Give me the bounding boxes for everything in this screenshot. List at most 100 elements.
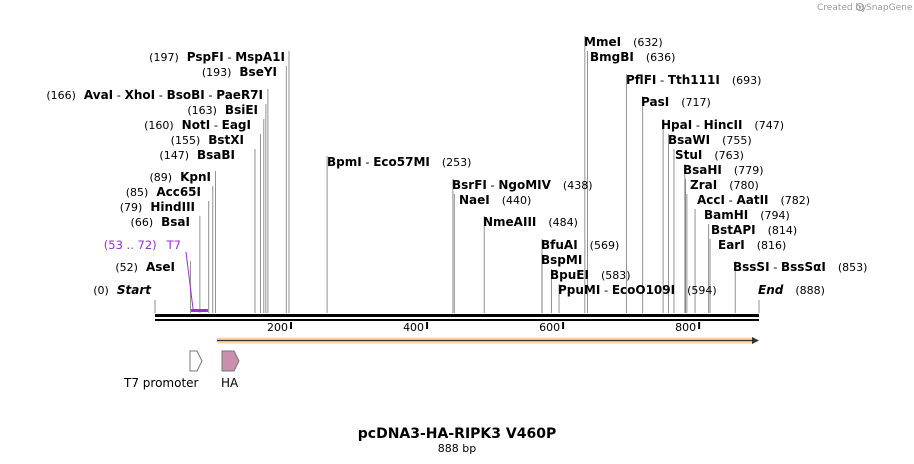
cut-site-position: (779) [734, 164, 764, 177]
name-separator: - [656, 73, 667, 87]
enzyme-name: BsiEI [225, 103, 258, 117]
enzyme-name: NgoMIV [498, 178, 551, 192]
cut-site-bsai: (66) BsaI [131, 215, 190, 229]
cut-site-position: (52) [115, 261, 138, 274]
cut-site-position: (888) [795, 284, 825, 297]
brand-name: SnapGene [866, 3, 913, 13]
enzyme-name: MmeI [584, 35, 621, 49]
plasmid-title: pcDNA3-HA-RIPK3 V460P [358, 426, 556, 442]
enzyme-name: EarI [718, 238, 745, 252]
cut-site-label: NaeI (440) [459, 193, 531, 207]
enzyme-name: BstAPI [711, 223, 756, 237]
feature-ha: HA [221, 350, 240, 390]
snapgene-logo-icon [856, 3, 864, 11]
enzyme-name: HincII [704, 118, 743, 132]
orf-arrowhead [752, 337, 759, 344]
cut-site-mmei: MmeI (632) [584, 35, 663, 49]
cut-site-position: (782) [781, 194, 811, 207]
cut-site-position: (484) [548, 216, 578, 229]
enzyme-name: BseYI [239, 65, 277, 79]
sequence-strand-top [155, 314, 759, 317]
feature-label: T7 promoter [123, 376, 199, 390]
cut-site-position: (693) [732, 74, 762, 87]
cut-site-position: (569) [590, 239, 620, 252]
cut-site-label: BpuEI (583) [550, 268, 631, 282]
cut-site-pasi: PasI (717) [641, 95, 711, 109]
enzyme-name: BsoBI [167, 88, 205, 102]
cut-site-position: (163) [187, 104, 217, 117]
cut-site-label: PasI (717) [641, 95, 711, 109]
cut-site-position: (440) [502, 194, 532, 207]
cut-site-position: (763) [714, 149, 744, 162]
cut-site-position: (89) [150, 171, 173, 184]
cut-site-pspfi: (197) PspFI - MspA1I [149, 50, 285, 64]
name-separator: - [362, 155, 373, 169]
cut-site-position: (816) [757, 239, 787, 252]
cut-site-position: (197) [149, 51, 179, 64]
cut-site-position: (155) [171, 134, 201, 147]
enzyme-name: BssSI [733, 260, 770, 274]
axis-tick-label: 800 [675, 321, 696, 334]
cut-site-label: PpuMI - EcoO109I (594) [558, 283, 717, 297]
cut-site-label: (147) BsaBI [159, 148, 235, 162]
feature-t7-promoter: T7 promoter [123, 350, 203, 390]
cut-site-bpuei: BpuEI (583) [550, 268, 631, 282]
cut-site-label: StuI (763) [675, 148, 744, 162]
cut-site-label: (52) AseI [115, 260, 175, 274]
cut-site-label: (85) Acc65I [126, 185, 201, 199]
primer-label: (53 .. 72) T7 [104, 238, 181, 252]
cut-site-bsssi: BssSI - BssSαI (853) [733, 260, 867, 274]
enzyme-name: AccI [697, 193, 725, 207]
enzyme-name: Tth111I [668, 73, 720, 87]
enzyme-name: BsaI [161, 215, 190, 229]
sequence-strand-bottom [155, 319, 759, 321]
primer-name: T7 [166, 238, 181, 252]
cut-site-label: ZraI (780) [690, 178, 759, 192]
cut-site-bsawi: BsaWI (755) [668, 133, 752, 147]
enzyme-name: StuI [675, 148, 702, 162]
name-separator: - [725, 193, 736, 207]
cut-site-position: (66) [131, 216, 154, 229]
cut-site-label: (0) Start [93, 283, 152, 297]
cut-site-bsiei: (163) BsiEI [187, 103, 258, 117]
cut-site-position: (632) [633, 36, 663, 49]
cut-site-label: (155) BstXI [171, 133, 244, 147]
enzyme-name: BsrFI [452, 178, 487, 192]
axis-tick-label: 200 [267, 321, 288, 334]
cut-site-label: (160) NotI - EagI [144, 118, 251, 132]
cut-site-position: (0) [93, 284, 109, 297]
enzyme-name: Eco57MI [373, 155, 430, 169]
enzyme-name: BsaWI [668, 133, 710, 147]
name-separator: - [113, 88, 124, 102]
name-separator: - [210, 118, 221, 132]
cut-site-avai: (166) AvaI - XhoI - BsoBI - PaeR7I [46, 88, 263, 102]
cut-site-labels: (0) Start (52) AseI (66) BsaI (79) HindIII(85) A… [46, 35, 867, 297]
enzyme-name: PasI [641, 95, 669, 109]
cut-site-label: BsaWI (755) [668, 133, 752, 147]
cut-site-hpai: HpaI - HincII (747) [661, 118, 784, 132]
cut-site-label: BsaHI (779) [683, 163, 764, 177]
cut-site-bseyi: (193) BseYI [202, 65, 277, 79]
enzyme-name: XhoI [125, 88, 156, 102]
cut-site-position: (747) [754, 119, 784, 132]
enzyme-name: PflFI [626, 73, 656, 87]
cut-site-label: BspMI [541, 253, 582, 267]
cut-site-bsabi: (147) BsaBI [159, 148, 235, 162]
primer-leader-line [185, 251, 194, 310]
enzyme-name: MspA1I [235, 50, 285, 64]
cut-site-position: (853) [838, 261, 868, 274]
cut-site-ppumi: PpuMI - EcoO109I (594) [558, 283, 717, 297]
cut-site-position: (147) [159, 149, 189, 162]
enzyme-name: BsaBI [197, 148, 235, 162]
sequence-bar [155, 314, 759, 321]
cut-site-label: (166) AvaI - XhoI - BsoBI - PaeR7I [46, 88, 263, 102]
cut-site-position: (160) [144, 119, 174, 132]
enzyme-name: NmeAIII [483, 215, 536, 229]
feature-label: HA [221, 376, 239, 390]
enzyme-name: HindIII [150, 200, 195, 214]
cut-site-label: (89) KpnI [150, 170, 212, 184]
name-separator: - [205, 88, 216, 102]
cut-site-position: (253) [442, 156, 472, 169]
cut-site-acc65i: (85) Acc65I [126, 185, 201, 199]
cut-site-nmeaiii: NmeAIII (484) [483, 215, 578, 229]
